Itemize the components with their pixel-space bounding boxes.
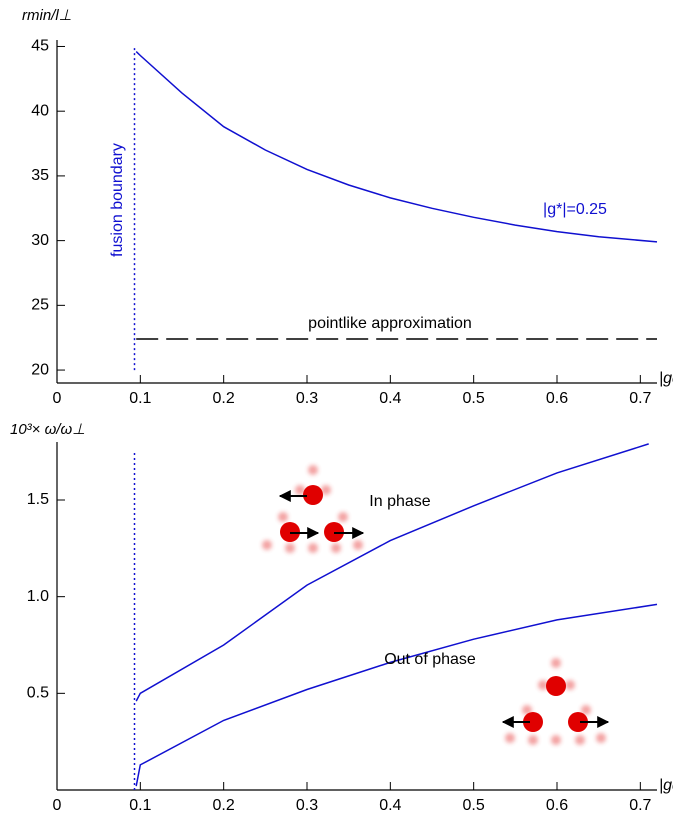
x-tick-label: 0.1	[129, 390, 151, 407]
x-tick-label: 0.7	[629, 390, 651, 407]
x-tick-label: 0.2	[213, 390, 235, 407]
y-tick-label: 1.0	[27, 588, 49, 605]
line-series	[135, 443, 649, 702]
x-tick-label: 0.4	[379, 797, 401, 814]
x-tick-label: 0.5	[463, 797, 485, 814]
y-tick-label: 30	[31, 232, 49, 249]
x-tick-label: 0	[53, 390, 62, 407]
line-series	[135, 603, 658, 787]
y-tick-label: 0.5	[27, 685, 49, 702]
x-tick-label: 0.6	[546, 797, 568, 814]
x-axis-label: |gd*|	[659, 370, 673, 387]
x-tick-label: 0.5	[463, 390, 485, 407]
in-phase-icon	[262, 465, 365, 553]
x-tick-label: 0	[53, 797, 62, 814]
y-tick-label: 20	[31, 361, 49, 378]
x-tick-label: 0.4	[379, 390, 401, 407]
x-tick-label: 0.1	[129, 797, 151, 814]
x-tick-label: 0.3	[296, 797, 318, 814]
x-tick-label: 0.3	[296, 390, 318, 407]
y-axis-label: 10³× ω/ω⊥	[10, 421, 85, 438]
series-label: |g*|=0.25	[543, 201, 607, 218]
series-label: Out of phase	[384, 651, 476, 668]
x-axis-label: |gd*|	[659, 777, 673, 794]
y-tick-label: 45	[31, 38, 49, 55]
y-tick-label: 35	[31, 167, 49, 184]
line-series	[135, 51, 658, 243]
y-tick-label: 40	[31, 102, 49, 119]
y-tick-label: 1.5	[27, 491, 49, 508]
series-label: fusion boundary	[109, 143, 126, 257]
out-of-phase-icon	[501, 658, 610, 745]
x-tick-label: 0.6	[546, 390, 568, 407]
y-tick-label: 25	[31, 297, 49, 314]
series-label: pointlike approximation	[308, 315, 472, 332]
x-tick-label: 0.2	[213, 797, 235, 814]
series-label: In phase	[369, 493, 430, 510]
y-axis-label: rmin/l⊥	[22, 7, 72, 24]
x-tick-label: 0.7	[629, 797, 651, 814]
